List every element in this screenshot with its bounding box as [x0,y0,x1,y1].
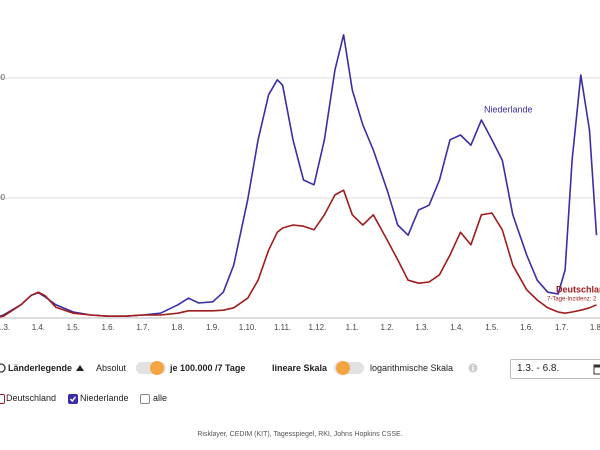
series-line [0,34,598,317]
date-value: 1.3. - 6.8. [517,363,560,374]
x-tick-label: 1.2. [381,323,394,332]
y-tick-label: 400 [0,73,6,82]
toggle-knob [150,361,164,375]
unit-toggle[interactable] [136,361,166,375]
x-tick-label: 1.8. [171,323,184,332]
series-line [0,189,597,318]
info-icon[interactable] [468,363,478,373]
x-tick-label: 1.5. [67,323,80,332]
series-label: Niederlande [484,104,533,114]
country-nl[interactable]: Niederlande [80,393,129,403]
x-tick-label: 1.4. [450,323,463,332]
x-tick-label: 1.7. [555,323,568,332]
checkbox-nl[interactable] [68,394,78,404]
x-tick-label: 1.6. [101,323,114,332]
source: Risklayer, CEDIM (KIT), Tagesspiegel, RK… [197,431,403,438]
linear-label[interactable]: lineare Skala [272,363,328,373]
date-input[interactable]: 1.3. - 6.8. [510,359,600,379]
x-tick-label: 1.8. [590,323,600,332]
x-tick-label: 1.7. [136,323,149,332]
legend-toggle[interactable]: Länderlegende [8,363,73,373]
checkbox-de[interactable] [0,394,5,404]
x-tick-label: 1.11. [274,323,291,332]
annotation: 7-Tage-Inzidenz: 2 [547,297,597,303]
chart: 200 400 1.3. 1.4. 1.5. 1.6. 1.7. 1.8. 1.9. 1.10. 1… [0,34,600,332]
scale-toggle[interactable] [334,361,364,375]
legend-icon [0,363,6,373]
calendar-icon[interactable] [593,363,600,375]
x-tick-label: 1.3. [0,323,10,332]
x-tick-label: 1.1. [346,323,359,332]
caret [76,365,84,371]
country-de[interactable]: Deutschland [6,393,57,403]
x-tick-label: 1.12. [309,323,327,332]
log-label[interactable]: logarithmische Skala [370,363,454,373]
x-tick-label: 1.10. [239,323,257,332]
all-label[interactable]: alle [153,393,168,403]
check [69,396,77,403]
relative-label[interactable]: je 100.000 /7 Tage [170,363,246,373]
x-tick-label: 1.4. [32,323,45,332]
series-label: Deutschland [556,284,600,294]
x-tick-label: 1.6. [520,323,533,332]
checkbox-all[interactable] [140,394,150,404]
absolute-label[interactable]: Absolut [96,363,127,373]
x-tick-label: 1.5. [485,323,498,332]
toggle-knob [336,361,350,375]
x-tick-label: 1.3. [415,323,428,332]
y-tick-label: 200 [0,193,6,202]
x-tick-label: 1.9. [206,323,219,332]
